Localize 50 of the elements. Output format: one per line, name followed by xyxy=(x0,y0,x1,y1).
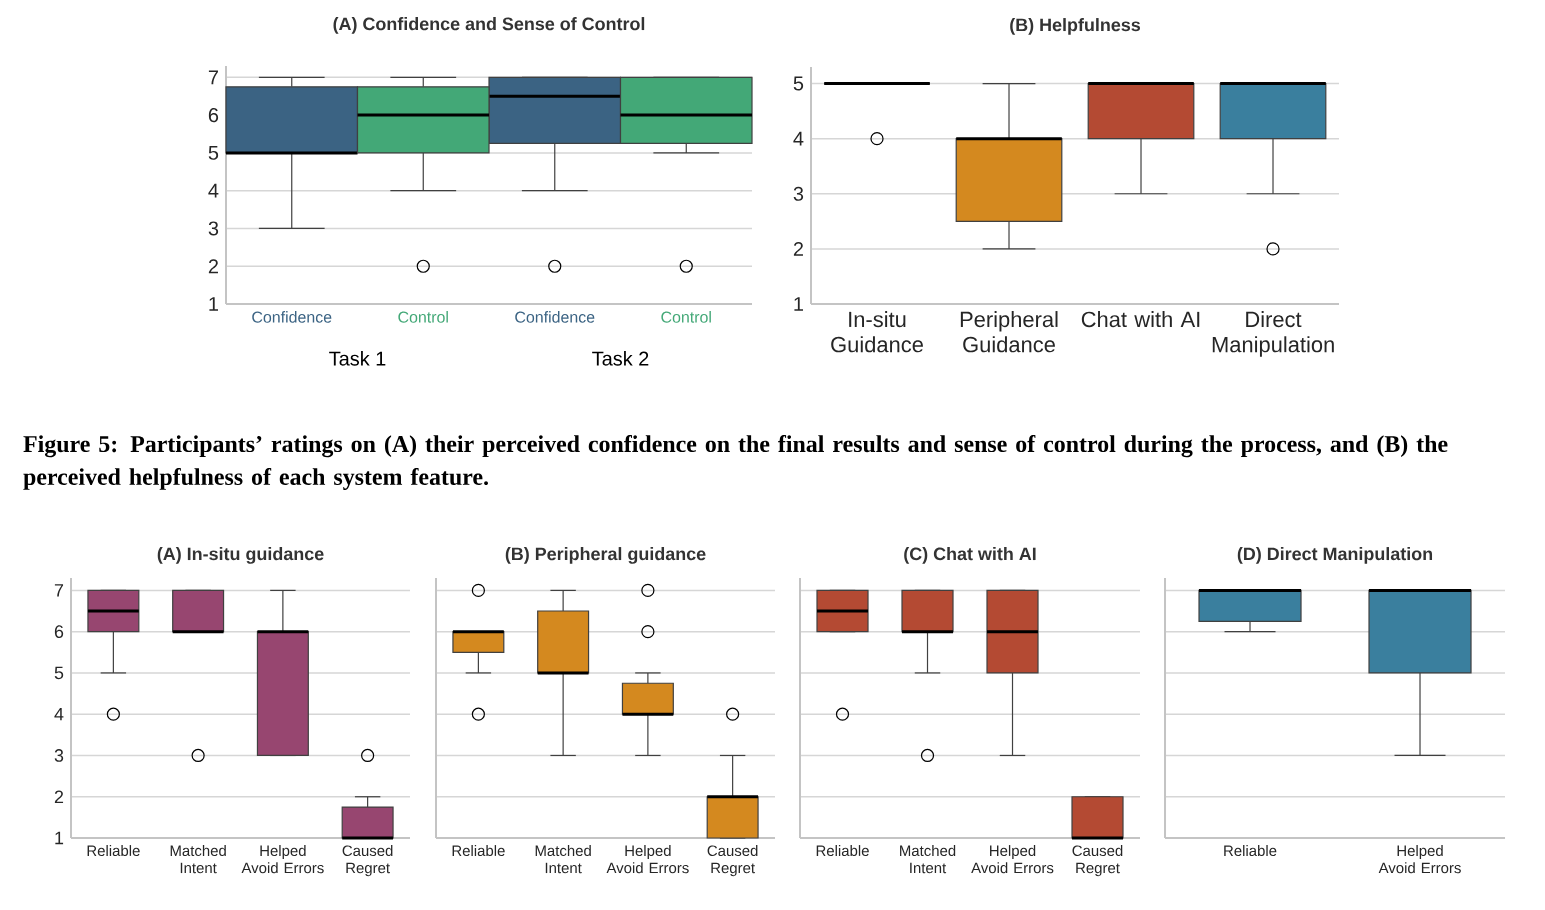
text: Control xyxy=(661,311,711,323)
x-tick-label: Matched Intent xyxy=(900,845,956,874)
y-tick-label: 7 xyxy=(208,70,218,85)
y-tick-label: 4 xyxy=(793,131,804,146)
caption: Figure 5: Participants’ ratings on (A) their perceived confidence on the final results and sense of control during the process, and (B) the perceived helpfulness of each system feature. xyxy=(23,435,1448,490)
x-tick-label: Matched Intent xyxy=(170,845,226,874)
y-tick-label: 5 xyxy=(54,666,64,680)
y-tick-label: 1 xyxy=(209,297,219,311)
y-tick-label: 1 xyxy=(794,297,804,311)
x-tick-label: Helped Avoid Errors xyxy=(1378,845,1461,874)
chart-title: (A) In-situ guidance xyxy=(157,547,324,564)
x-tick-label: Caused Regret xyxy=(342,845,393,877)
x-tick-label: Caused Regret xyxy=(707,845,758,877)
y-tick-label: 3 xyxy=(54,749,64,762)
x-tick-label: Helped Avoid Errors xyxy=(606,845,689,874)
text: Confidence xyxy=(252,311,332,323)
y-tick-label: 7 xyxy=(54,584,64,597)
y-tick-label: 2 xyxy=(793,241,803,256)
y-tick-label: 1 xyxy=(55,831,64,845)
x-tick-label: Reliable xyxy=(87,845,140,857)
x-tick-label: Task 2 xyxy=(592,351,649,366)
x-tick-label: Matched Intent xyxy=(535,845,591,874)
y-tick-label: 4 xyxy=(208,183,219,198)
text: Control xyxy=(398,311,448,323)
x-tick-label: Caused Regret xyxy=(1072,845,1123,877)
x-tick-label: Direct Manipulation xyxy=(1212,311,1334,357)
x-tick-label: Helped Avoid Errors xyxy=(241,845,324,874)
y-tick-label: 5 xyxy=(793,76,804,91)
x-tick-label: Reliable xyxy=(452,845,505,857)
y-tick-label: 2 xyxy=(54,790,64,803)
x-tick-label: Task 1 xyxy=(329,351,386,366)
x-tick-label: Peripheral Guidance xyxy=(960,311,1058,353)
chart-title: (B) Peripheral guidance xyxy=(505,547,706,564)
y-tick-label: 3 xyxy=(208,221,219,236)
x-tick-label: Chat with AI xyxy=(1081,311,1200,328)
chart-title: (A) Confidence and Sense of Control xyxy=(333,17,645,34)
x-tick-label: Reliable xyxy=(1224,845,1277,857)
y-tick-label: 2 xyxy=(208,259,218,274)
y-tick-label: 4 xyxy=(54,708,64,721)
x-tick-label: Helped Avoid Errors xyxy=(971,845,1054,874)
y-tick-label: 6 xyxy=(208,108,219,123)
chart-title: (B) Helpfulness xyxy=(1010,18,1141,35)
text: Confidence xyxy=(515,311,595,323)
chart-title: (D) Direct Manipulation xyxy=(1237,547,1433,564)
x-tick-label: In-situ Guidance xyxy=(831,311,923,353)
chart-title: (C) Chat with AI xyxy=(904,547,1036,564)
y-tick-label: 3 xyxy=(793,186,804,201)
y-tick-label: 6 xyxy=(54,625,64,639)
x-tick-label: Reliable xyxy=(816,845,869,857)
y-tick-label: 5 xyxy=(208,145,219,160)
